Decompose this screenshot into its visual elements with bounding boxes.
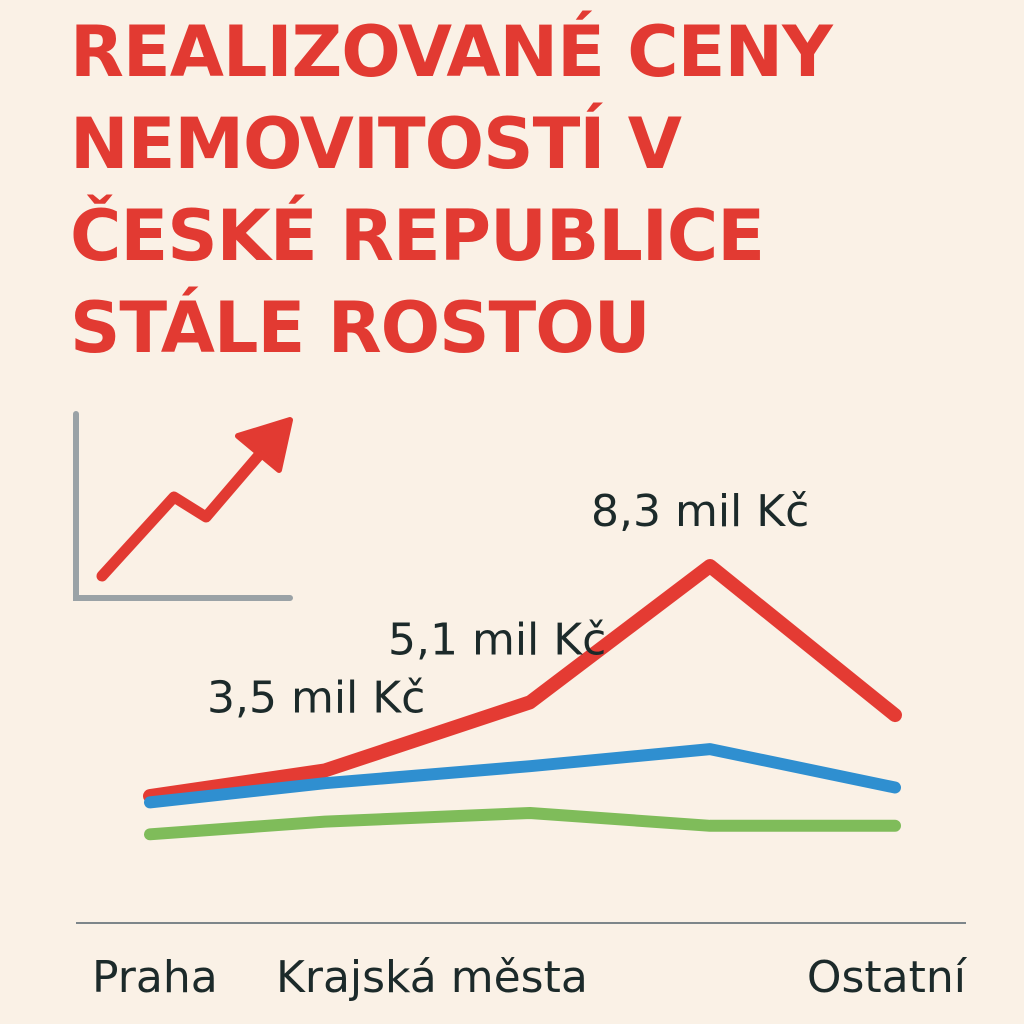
icon-arrow-line: [96, 434, 278, 582]
icon-axis: [73, 411, 293, 601]
category-label-layer: Praha Krajská města Ostatní: [92, 952, 968, 1003]
icon-arrow-head: [235, 417, 293, 473]
title-line-3: ČESKÉ REPUBLICE: [70, 195, 765, 277]
series-layer: [143, 559, 902, 841]
series-line-3: [144, 807, 901, 841]
data-label: 5,1 mil Kč: [388, 614, 606, 665]
category-label: Ostatní: [807, 952, 968, 1003]
data-label: 8,3 mil Kč: [591, 486, 809, 537]
data-label-layer: 3,5 mil Kč 5,1 mil Kč 8,3 mil Kč: [207, 486, 809, 723]
category-label: Praha: [92, 952, 218, 1003]
data-label: 3,5 mil Kč: [207, 672, 425, 723]
page-title: REALIZOVANÉ CENY NEMOVITOSTÍ V ČESKÉ REP…: [70, 6, 1000, 374]
title-line-1: REALIZOVANÉ CENY: [70, 11, 833, 93]
trend-up-arrow-icon: [73, 411, 293, 601]
category-label: Krajská města: [276, 952, 588, 1003]
title-line-2: NEMOVITOSTÍ V: [70, 103, 682, 185]
title-line-4: STÁLE ROSTOU: [70, 287, 651, 369]
series-line-2: [144, 743, 901, 809]
series-line-1: [143, 559, 902, 803]
